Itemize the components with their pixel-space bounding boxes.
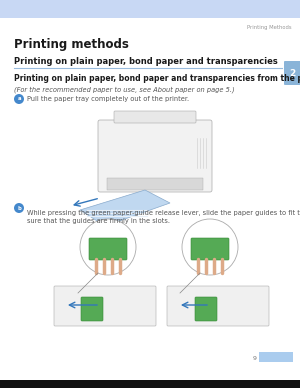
Text: 9: 9 bbox=[253, 355, 257, 360]
Text: Printing on plain paper, bond paper and transparencies: Printing on plain paper, bond paper and … bbox=[14, 57, 278, 66]
Circle shape bbox=[80, 219, 136, 275]
Text: (For the recommended paper to use, see About paper on page 5.): (For the recommended paper to use, see A… bbox=[14, 86, 235, 93]
Circle shape bbox=[14, 94, 24, 104]
Circle shape bbox=[182, 219, 238, 275]
Text: Pull the paper tray completely out of the printer.: Pull the paper tray completely out of th… bbox=[27, 96, 189, 102]
FancyBboxPatch shape bbox=[114, 111, 196, 123]
Polygon shape bbox=[80, 190, 170, 226]
Bar bbox=[0, 0, 300, 18]
Text: Printing methods: Printing methods bbox=[14, 38, 129, 51]
FancyBboxPatch shape bbox=[107, 178, 203, 190]
FancyBboxPatch shape bbox=[98, 120, 212, 192]
FancyBboxPatch shape bbox=[54, 286, 156, 326]
Text: 2: 2 bbox=[290, 69, 296, 78]
Bar bbox=[259, 352, 293, 362]
Text: Printing Methods: Printing Methods bbox=[248, 24, 292, 29]
FancyBboxPatch shape bbox=[195, 297, 217, 321]
FancyBboxPatch shape bbox=[81, 297, 103, 321]
Text: Printing on plain paper, bond paper and transparencies from the paper tray: Printing on plain paper, bond paper and … bbox=[14, 74, 300, 83]
FancyBboxPatch shape bbox=[284, 61, 300, 85]
FancyBboxPatch shape bbox=[191, 238, 229, 260]
Text: While pressing the green paper-guide release lever, slide the paper guides to fi: While pressing the green paper-guide rel… bbox=[27, 210, 300, 225]
Circle shape bbox=[14, 203, 24, 213]
Text: a: a bbox=[17, 97, 21, 102]
Bar bbox=[0, 380, 300, 388]
FancyBboxPatch shape bbox=[89, 238, 127, 260]
Text: b: b bbox=[17, 206, 21, 211]
FancyBboxPatch shape bbox=[167, 286, 269, 326]
